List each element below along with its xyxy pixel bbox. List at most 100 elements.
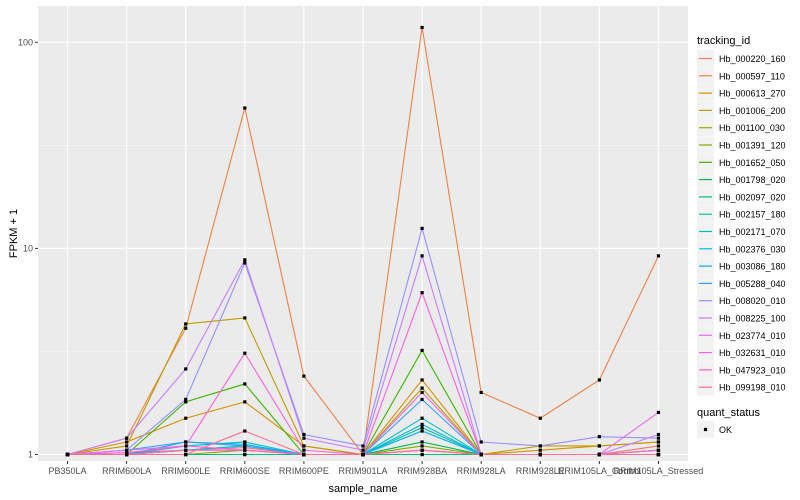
data-point (65, 452, 70, 457)
data-point (243, 400, 247, 404)
legend-title-quant-status: quant_status (697, 407, 760, 419)
data-point (538, 416, 542, 420)
data-point (243, 261, 247, 265)
x-tick-label: RRIM928BA (397, 466, 447, 476)
legend-label-Hb_008020_010: Hb_008020_010 (719, 296, 786, 306)
legend-label-Hb_008225_100: Hb_008225_100 (719, 314, 786, 324)
data-point (538, 452, 542, 457)
data-point (538, 444, 542, 448)
data-point (597, 435, 601, 439)
data-point (420, 348, 424, 352)
data-point (420, 429, 424, 433)
data-point (656, 436, 661, 440)
data-point (184, 326, 188, 330)
legend-label-Hb_002157_180: Hb_002157_180 (719, 210, 786, 220)
data-point (420, 254, 424, 258)
data-point (243, 106, 247, 110)
legend-label-Hb_099198_010: Hb_099198_010 (719, 383, 786, 393)
data-point (420, 444, 424, 448)
data-point (243, 382, 247, 386)
data-point (243, 444, 247, 448)
x-axis-title: sample_name (328, 483, 397, 495)
x-tick-label: RRIM600SE (220, 466, 270, 476)
data-point (184, 444, 188, 448)
legend-label-Hb_001652_050: Hb_001652_050 (719, 158, 786, 168)
data-point (420, 452, 424, 457)
data-point (184, 367, 188, 371)
data-point (125, 440, 129, 444)
data-point (420, 390, 424, 395)
x-tick-label: RRIM105LA_Stressed (614, 466, 704, 476)
data-point (302, 436, 306, 440)
legend-key-point (703, 427, 708, 432)
legend-label-Hb_023774_010: Hb_023774_010 (719, 331, 786, 341)
data-point (479, 390, 483, 395)
data-point (597, 378, 601, 382)
legend-label-Hb_002376_030: Hb_002376_030 (719, 244, 786, 254)
data-point (243, 258, 247, 262)
data-point (420, 291, 424, 295)
legend-label-Hb_005288_040: Hb_005288_040 (719, 279, 786, 289)
data-point (420, 397, 424, 402)
data-point (361, 448, 365, 452)
data-point (597, 452, 601, 457)
data-point (420, 386, 424, 390)
y-tick-label: 100 (18, 37, 33, 47)
legend-label-Hb_002097_020: Hb_002097_020 (719, 192, 786, 202)
data-points (65, 25, 661, 457)
data-point (243, 316, 247, 320)
data-point (420, 440, 424, 444)
data-point (656, 410, 661, 415)
data-point (420, 226, 424, 231)
legend-label-Hb_032631_010: Hb_032631_010 (719, 348, 786, 358)
plot-panel (38, 6, 688, 461)
data-point (656, 432, 661, 437)
x-tick-label: RRIM600PE (279, 466, 329, 476)
data-point (420, 416, 424, 420)
legend-label-Hb_001798_020: Hb_001798_020 (719, 175, 786, 185)
data-point (420, 448, 424, 452)
legend-label-Hb_000613_270: Hb_000613_270 (719, 89, 786, 99)
x-tick-label: PB350LA (49, 466, 87, 476)
legend-label-Hb_003086_180: Hb_003086_180 (719, 262, 786, 272)
legend-label-Hb_002171_070: Hb_002171_070 (719, 227, 786, 237)
data-point (125, 451, 129, 455)
data-point (243, 442, 247, 446)
x-tick-label: RRIM105LA_Control (558, 466, 641, 476)
legend-label-Hb_047923_010: Hb_047923_010 (719, 365, 786, 375)
legend-label-Hb_001006_200: Hb_001006_200 (719, 106, 786, 116)
data-point (184, 452, 188, 457)
x-tick-label: RRIM928LA (457, 466, 506, 476)
data-point (243, 446, 247, 450)
legend-label-Hb_000597_110: Hb_000597_110 (719, 71, 785, 81)
data-point (184, 416, 188, 420)
x-tick-label: RRIM600LE (161, 466, 210, 476)
data-point (184, 400, 188, 404)
data-point (125, 448, 129, 452)
data-point (479, 440, 483, 444)
data-point (656, 440, 661, 444)
legend-title-tracking-id: tracking_id (697, 35, 750, 47)
data-point (302, 452, 306, 457)
legend-label-Hb_001100_030: Hb_001100_030 (719, 123, 785, 133)
data-point (420, 25, 424, 30)
data-point (184, 448, 188, 452)
data-point (125, 436, 129, 440)
data-point (479, 452, 483, 457)
data-point (597, 444, 601, 448)
data-point (302, 448, 306, 452)
data-point (420, 378, 424, 382)
data-point (420, 426, 424, 430)
data-point (184, 440, 188, 444)
axes: 1 10 100 PB350LA RRIM600LA RRIM600LE RRIM600SE… (8, 37, 703, 495)
data-point (302, 432, 306, 437)
data-point (420, 422, 424, 426)
data-point (125, 452, 129, 457)
legend-label-ok: OK (719, 425, 732, 435)
data-point (656, 444, 661, 448)
data-point (243, 452, 247, 457)
x-tick-label: RRIM600LA (102, 466, 151, 476)
data-point (656, 254, 661, 258)
